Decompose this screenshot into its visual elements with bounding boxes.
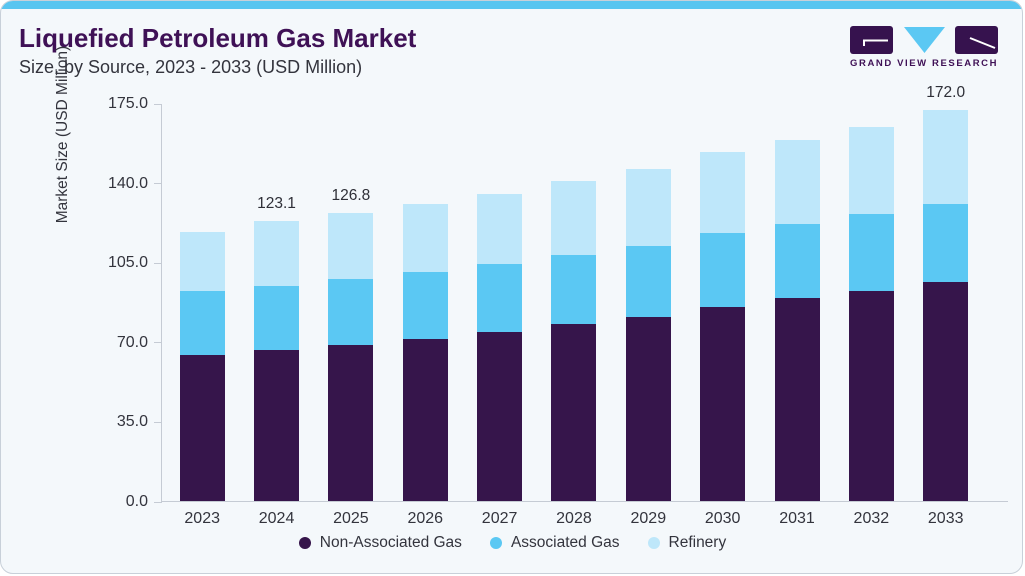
y-tick-label: 35.0 [116, 413, 148, 431]
gvr-logo: GRAND VIEW RESEARCH [850, 25, 998, 69]
chart-area: 175.0 140.0 105.0 70.0 35.0 0.0 2023 123.1 2024 1… [108, 84, 1008, 527]
bar-segment-2026-refinery [402, 204, 448, 273]
bar-segment-2031-non-associated-gas [774, 298, 820, 501]
legend-item-associated-gas: Associated Gas [489, 534, 620, 552]
bar-segment-2025-non-associated-gas [328, 345, 374, 501]
bar-segment-2030-non-associated-gas [700, 306, 746, 501]
y-tick-label: 105.0 [107, 254, 148, 272]
legend-item-refinery: Refinery [647, 534, 727, 552]
bar-segment-2032-refinery [848, 127, 894, 214]
x-axis-label-2027: 2027 [481, 510, 518, 527]
bar-segment-2029-refinery [625, 168, 671, 246]
bar-segment-2031-associated-gas [774, 223, 820, 299]
x-axis-label-2031: 2031 [779, 510, 815, 527]
bar-segment-2025-refinery [328, 212, 374, 280]
bar-segment-2024-refinery [254, 221, 300, 287]
legend-swatch-icon [298, 537, 311, 549]
bar-segment-2024-associated-gas [254, 286, 300, 351]
page-title: Liquefied Petroleum Gas Market [19, 23, 417, 53]
bar-segment-2023-associated-gas [179, 290, 225, 356]
x-axis-label-2024: 2024 [258, 510, 295, 527]
legend-label: Refinery [668, 534, 727, 551]
y-tick-label: 140.0 [107, 174, 148, 192]
y-tick-mark [154, 501, 162, 503]
legend-item-non-associated-gas: Non-Associated Gas [298, 534, 462, 552]
bar-segment-2023-refinery [179, 231, 225, 291]
bar-segment-2030-refinery [700, 151, 746, 233]
x-axis-label-2029: 2029 [630, 510, 667, 527]
bar-2025 [328, 212, 374, 501]
bar-segment-2032-associated-gas [848, 214, 894, 291]
bar-segment-2028-non-associated-gas [551, 324, 597, 501]
bar-segment-2025-associated-gas [328, 279, 374, 346]
bar-2033 [923, 109, 969, 501]
y-tick-label: 0.0 [125, 493, 148, 510]
bar-segment-2023-non-associated-gas [179, 355, 225, 501]
bar-segment-2033-associated-gas [923, 204, 969, 282]
bar-value-label-2033: 172.0 [926, 83, 966, 101]
y-tick-mark [154, 262, 162, 264]
bar-segment-2026-non-associated-gas [402, 338, 448, 501]
y-tick-label: 175.0 [107, 95, 148, 112]
plot-area: 175.0 140.0 105.0 70.0 35.0 0.0 2023 123.1 2024 1… [108, 84, 1008, 527]
legend-label: Non-Associated Gas [319, 534, 462, 551]
bar-segment-2029-associated-gas [625, 245, 671, 318]
y-tick-mark [154, 421, 162, 423]
bar-segment-2029-non-associated-gas [625, 317, 671, 501]
y-tick-mark [154, 342, 162, 344]
page-subtitle: Size, by Source, 2023 - 2033 (USD Millio… [19, 57, 363, 77]
bar-segment-2028-refinery [551, 180, 597, 255]
bar-2030 [700, 151, 746, 501]
x-axis-label-2033: 2033 [927, 510, 964, 527]
bar-2027 [477, 194, 523, 501]
bar-2024 [254, 221, 300, 501]
bar-2029 [625, 168, 671, 501]
logo-v-triangle-icon [903, 26, 945, 53]
legend-swatch-icon [647, 537, 660, 549]
gvr-logo-glyphs [850, 25, 998, 54]
x-axis-label-2030: 2030 [704, 510, 741, 527]
bar-segment-2032-non-associated-gas [848, 290, 894, 501]
bar-segment-2030-associated-gas [700, 232, 746, 307]
logo-wordmark: GRAND VIEW RESEARCH [850, 58, 999, 69]
logo-r-icon [955, 25, 998, 54]
legend-swatch-icon [489, 537, 502, 549]
bar-segment-2027-refinery [477, 194, 523, 264]
bar-segment-2031-refinery [774, 140, 820, 224]
bar-segment-2033-non-associated-gas [923, 281, 969, 501]
y-tick-mark [154, 183, 162, 185]
bar-2028 [551, 180, 597, 501]
y-tick-mark [154, 103, 162, 105]
bar-segment-2033-refinery [923, 109, 969, 205]
x-axis-label-2026: 2026 [407, 510, 444, 527]
y-axis-title: Market Size (USD Million) [54, 45, 71, 224]
card-accent-strip [1, 1, 1022, 9]
bar-value-label-2024: 123.1 [257, 195, 296, 213]
bar-value-label-2025: 126.8 [331, 186, 371, 204]
x-axis-label-2032: 2032 [853, 510, 890, 527]
bar-2031 [774, 140, 820, 501]
logo-g-icon [850, 25, 893, 54]
x-axis-label-2023: 2023 [184, 510, 220, 527]
bar-segment-2028-associated-gas [551, 254, 597, 325]
bar-segment-2027-non-associated-gas [477, 332, 523, 501]
x-axis-label-2025: 2025 [333, 510, 369, 527]
bar-segment-2026-associated-gas [402, 272, 448, 339]
bar-2026 [402, 204, 448, 501]
bar-2023 [179, 231, 225, 501]
legend-label: Associated Gas [510, 534, 620, 551]
bar-segment-2024-non-associated-gas [254, 350, 300, 501]
x-axis-label-2028: 2028 [556, 510, 592, 527]
bar-segment-2027-associated-gas [477, 263, 523, 333]
y-tick-label: 70.0 [116, 333, 148, 351]
chart-legend: Non-Associated Gas Associated Gas Refinery [1, 534, 1022, 552]
bar-2032 [848, 127, 894, 501]
